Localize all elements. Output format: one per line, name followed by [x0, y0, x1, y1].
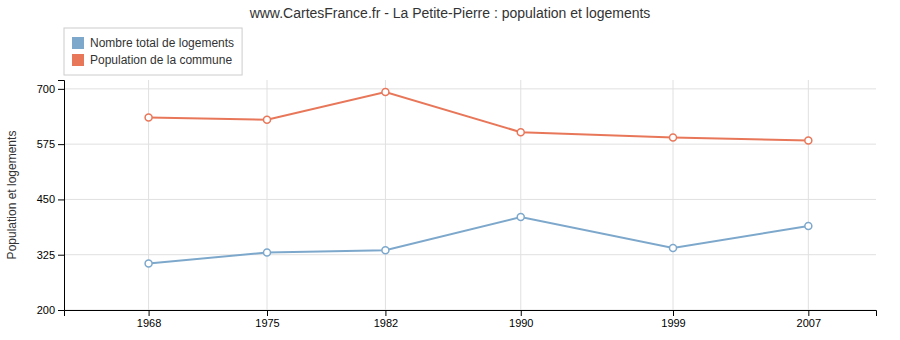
y-tick-label: 200 — [37, 304, 55, 316]
grid — [64, 80, 876, 310]
x-grid-line — [673, 80, 674, 310]
x-tick-label: 1968 — [137, 317, 161, 329]
y-tick-label: 700 — [37, 83, 55, 95]
series-marker — [145, 260, 152, 267]
series-marker — [264, 249, 271, 256]
x-grid-line — [267, 80, 268, 310]
y-tick-mark — [58, 199, 64, 200]
x-tick-label: 1999 — [661, 317, 685, 329]
chart-title: www.CartesFrance.fr - La Petite-Pierre :… — [249, 5, 651, 21]
series-marker — [805, 222, 812, 229]
marks — [145, 88, 812, 267]
x-tick-mark — [673, 310, 674, 316]
x-axis: 1968 1975 1982 1990 1999 2007 — [65, 310, 877, 329]
x-tick-mark — [149, 310, 150, 316]
series-marker — [670, 134, 677, 141]
x-tick: 1999 — [661, 310, 685, 329]
series-marker — [264, 116, 271, 123]
x-tick-label: 1990 — [509, 317, 533, 329]
chart-svg: www.CartesFrance.fr - La Petite-Pierre :… — [0, 0, 900, 340]
y-tick-mark — [58, 89, 64, 90]
x-tick: 1990 — [509, 310, 533, 329]
x-tick: 1982 — [374, 310, 398, 329]
y-grid-line — [64, 254, 876, 255]
legend-box — [64, 28, 242, 75]
y-tick: 700 — [37, 83, 64, 95]
y-tick-mark — [58, 144, 64, 145]
series-marker — [670, 245, 677, 252]
x-tick-mark — [385, 310, 386, 316]
plot-area: 1968 1975 1982 1990 1999 2007 200 325 450 575 700 — [37, 80, 877, 329]
x-tick-mark — [267, 310, 268, 316]
x-axis-line — [65, 311, 877, 317]
y-tick-mark — [58, 310, 64, 311]
legend: Nombre total de logements Population de l… — [64, 28, 242, 75]
y-axis-line — [58, 81, 65, 311]
x-tick-label: 1982 — [374, 317, 398, 329]
x-tick: 1968 — [137, 310, 161, 329]
series-line — [149, 217, 809, 263]
y-tick: 575 — [37, 138, 64, 150]
legend-label: Nombre total de logements — [90, 36, 234, 50]
legend-swatch — [72, 37, 84, 49]
x-grid-line — [808, 80, 809, 310]
y-tick-mark — [58, 255, 64, 256]
series-line — [149, 92, 809, 141]
y-tick: 200 — [37, 304, 64, 316]
y-grid-line — [64, 199, 876, 200]
x-tick-mark — [808, 310, 809, 316]
series-marker — [382, 88, 389, 95]
y-tick-label: 575 — [37, 138, 55, 150]
series-marker — [805, 137, 812, 144]
x-tick: 1975 — [255, 310, 279, 329]
series-marker — [517, 129, 524, 136]
y-tick-label: 450 — [37, 193, 55, 205]
legend-label: Population de la commune — [90, 53, 232, 67]
legend-swatch — [72, 54, 84, 66]
series-marker — [382, 247, 389, 254]
y-axis-title: Population et logements — [5, 131, 19, 260]
x-tick: 2007 — [797, 310, 821, 329]
y-grid-line — [64, 144, 876, 145]
y-grid-line — [64, 88, 876, 89]
x-tick-mark — [521, 310, 522, 316]
y-tick: 450 — [37, 193, 64, 205]
y-tick: 325 — [37, 249, 64, 261]
y-tick-label: 325 — [37, 249, 55, 261]
x-grid-line — [520, 80, 521, 310]
x-tick-label: 2007 — [797, 317, 821, 329]
series-marker — [145, 114, 152, 121]
series-marker — [517, 214, 524, 221]
x-grid-line — [385, 80, 386, 310]
y-axis: 200 325 450 575 700 — [37, 81, 65, 317]
x-tick-label: 1975 — [255, 317, 279, 329]
